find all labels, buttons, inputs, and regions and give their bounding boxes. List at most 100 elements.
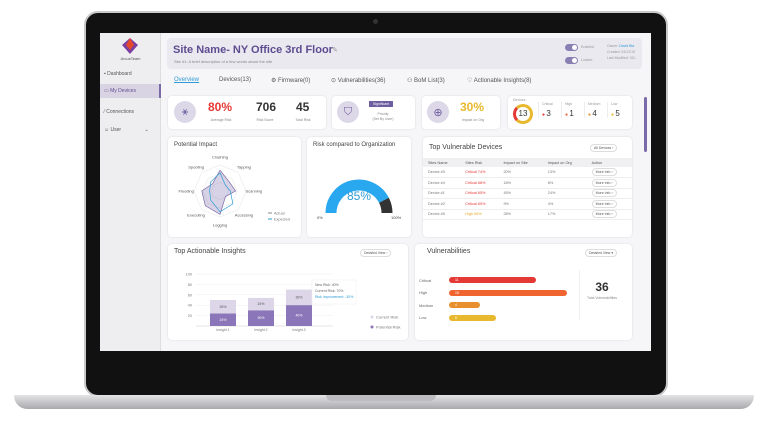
cell-site: 9%: [498, 198, 543, 210]
label: User: [110, 127, 122, 133]
bar-potential-risk[interactable]: [286, 305, 312, 326]
label: More Info: [595, 191, 611, 196]
vuln-bar[interactable]: 15: [449, 289, 567, 296]
table-row: Device #4 Critical 68% 18% 8% More Info ›: [423, 177, 632, 189]
more-info-button[interactable]: More Info ›: [591, 189, 617, 198]
card-title: Top Vulnerable Devices: [429, 144, 503, 151]
more-info-button[interactable]: More Info ›: [591, 199, 617, 208]
tooltip-line: Risk Improvement: -30%: [315, 295, 353, 299]
vuln-label: Medium: [419, 302, 434, 308]
column-header: Impact on Org: [542, 158, 587, 167]
tab-overview[interactable]: Overview: [174, 77, 200, 83]
tab-devices[interactable]: Devices(13): [219, 77, 252, 83]
bar-current-risk[interactable]: [248, 297, 274, 311]
sidebar-item-my-devices[interactable]: ▭ My Devices: [100, 84, 161, 98]
severity-high: High ● 1: [561, 102, 584, 118]
legend-label: Current Risk: [376, 315, 398, 320]
tooltip-line: Current Risk: 70%: [315, 289, 343, 293]
value: 3: [546, 109, 551, 118]
label: Dashboard: [107, 71, 132, 77]
card-title: Vulnerabilities: [427, 248, 471, 255]
cell-org: 8%: [542, 177, 587, 189]
insights-card: Top Actionable Insights Detailed View › …: [168, 244, 408, 340]
tab-firmware[interactable]: ⚙ Firmware(0): [271, 78, 311, 84]
table-row: Device #1 Critical 65% 45% 24% More Info ›: [423, 188, 632, 199]
priority-badge[interactable]: Significant: [369, 101, 394, 107]
owner-label: Owner:: [607, 44, 619, 48]
y-tick-label: 60: [188, 293, 192, 297]
cell-action: More Info ›: [586, 188, 632, 199]
more-info-button[interactable]: More Info ›: [591, 210, 617, 219]
modified-date: Last Modified: 30/...: [607, 56, 638, 60]
tab-bom-list[interactable]: ⚇ BoM List(3): [407, 78, 445, 84]
devices-donut: 13: [513, 104, 533, 124]
bar-current-risk[interactable]: [286, 289, 312, 306]
label: Actionable Insights(8): [473, 78, 532, 84]
gauge-value: 85%: [346, 189, 372, 203]
cell-action: More Info ›: [586, 167, 632, 178]
enabled-toggle[interactable]: [565, 44, 578, 51]
label: More Info: [595, 170, 611, 174]
y-tick-label: 20: [188, 314, 192, 318]
total-value: 36: [595, 280, 609, 294]
cell-org: 24%: [542, 188, 587, 199]
priority-label: Priority: [377, 112, 389, 116]
legend-swatch: [370, 315, 374, 319]
vuln-bar[interactable]: 4: [449, 302, 481, 309]
sidebar-item-user[interactable]: ☺ User ⌄: [104, 127, 149, 133]
cell-risk: Critical 68%: [460, 177, 499, 189]
more-info-button[interactable]: More Info ›: [591, 178, 617, 187]
edit-icon[interactable]: ✎: [332, 47, 338, 54]
vuln-bar[interactable]: 6: [449, 314, 497, 321]
x-tick-label: Insight 2: [254, 328, 267, 332]
average-risk-value: 80%: [208, 100, 233, 114]
laptop-notch: [326, 395, 436, 401]
legend-swatch: [370, 325, 374, 329]
all-devices-button[interactable]: All Devices ›: [590, 144, 618, 152]
locked-toggle[interactable]: [565, 57, 578, 64]
radar-axis-label: Scanning: [245, 189, 262, 194]
toggle-label: Locked: [581, 58, 593, 62]
tab-vulnerabilities[interactable]: ⊙ Vulnerabilities(36): [331, 78, 386, 84]
potential-impact-card: Potential Impact Crashing Tapping Scanning…: [168, 137, 301, 237]
bar-potential-risk[interactable]: [210, 313, 236, 326]
label: My Devices: [110, 88, 136, 94]
bookmark-icon: ⛉: [337, 101, 359, 123]
total-risk-label: Total Risk: [295, 118, 311, 122]
label: More Info: [595, 212, 611, 217]
sidebar-item-dashboard[interactable]: ▪ Dashboard: [104, 71, 132, 77]
cell-org: 4%: [542, 198, 587, 210]
x-tick-label: Insight 1: [216, 328, 229, 332]
y-tick-label: 100: [186, 273, 192, 277]
gauge-remaining: [378, 197, 393, 214]
tab-actionable-insights[interactable]: ♡ Actionable Insights(8): [467, 78, 532, 84]
bar-data-label: 24%: [219, 318, 226, 322]
bar-potential-risk[interactable]: [248, 310, 274, 326]
more-info-button[interactable]: More Info ›: [591, 168, 617, 176]
vuln-row-critical: Critical 11: [419, 274, 579, 287]
severity-medium: Medium ● 4: [584, 102, 607, 118]
cell-name: Device #3: [423, 167, 461, 178]
impact-card: ⊕ 30% Impact on Org: [422, 96, 500, 129]
bar-data-label: 40%: [295, 314, 302, 318]
detailed-view-button[interactable]: Detailed View ▾: [585, 249, 618, 257]
vulnerable-devices-card: Top Vulnerable Devices All Devices › Sit…: [423, 137, 632, 237]
table-row: Device #3 Critical 74% 20% 13% More Info ›: [423, 167, 632, 178]
cell-name: Device #2: [423, 198, 461, 210]
sidebar-item-connections[interactable]: ⁄ Connections: [104, 109, 135, 115]
severity-count: ● 1: [565, 109, 584, 118]
label: Vulnerabilities(36): [337, 78, 386, 84]
severity-label: Medium: [588, 102, 601, 106]
owner-link[interactable]: David Bla: [619, 44, 635, 48]
total-vulnerabilities: 36 Total Vulnerabilities: [579, 270, 624, 320]
logo-text: ArcusTeam: [120, 56, 141, 61]
cell-site: 45%: [498, 188, 543, 199]
scrollbar[interactable]: [644, 97, 647, 152]
average-risk-label: Average Risk: [210, 118, 232, 122]
bar-current-risk[interactable]: [210, 300, 236, 314]
vuln-row-medium: Medium 4: [419, 299, 579, 312]
detailed-view-button[interactable]: Detailed View ›: [360, 249, 392, 257]
vuln-bar[interactable]: 11: [449, 277, 536, 284]
total-risk-value: 45: [296, 100, 310, 114]
gauge-chart: [325, 179, 393, 214]
